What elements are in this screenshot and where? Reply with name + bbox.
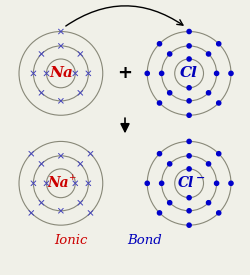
Circle shape: [187, 29, 191, 34]
Circle shape: [206, 162, 211, 166]
Circle shape: [229, 181, 233, 185]
Circle shape: [160, 181, 164, 185]
Circle shape: [187, 44, 191, 48]
Circle shape: [206, 91, 211, 95]
Circle shape: [168, 162, 172, 166]
Text: +: +: [118, 64, 132, 82]
Circle shape: [187, 167, 191, 171]
Circle shape: [168, 91, 172, 95]
Circle shape: [187, 154, 191, 158]
Circle shape: [206, 201, 211, 205]
Circle shape: [158, 42, 162, 46]
Circle shape: [168, 201, 172, 205]
Circle shape: [206, 52, 211, 56]
Circle shape: [214, 181, 219, 185]
Circle shape: [217, 42, 221, 46]
Circle shape: [217, 211, 221, 215]
Text: Cl: Cl: [178, 176, 194, 190]
Text: Bond: Bond: [127, 234, 162, 248]
Text: Ionic: Ionic: [55, 234, 88, 248]
Text: +: +: [68, 173, 76, 182]
Circle shape: [187, 113, 191, 117]
Circle shape: [187, 86, 191, 90]
Circle shape: [158, 152, 162, 156]
Text: Na: Na: [47, 176, 68, 190]
Circle shape: [145, 71, 149, 75]
Circle shape: [214, 71, 219, 75]
Circle shape: [217, 152, 221, 156]
Circle shape: [187, 209, 191, 213]
Circle shape: [158, 211, 162, 215]
Text: −: −: [196, 172, 205, 183]
Circle shape: [145, 181, 149, 185]
Circle shape: [160, 71, 164, 75]
Circle shape: [168, 52, 172, 56]
Circle shape: [187, 196, 191, 200]
Circle shape: [187, 99, 191, 103]
Text: Cl: Cl: [180, 66, 198, 80]
Circle shape: [158, 101, 162, 105]
Circle shape: [187, 139, 191, 144]
Circle shape: [187, 57, 191, 61]
Text: Na: Na: [49, 66, 73, 80]
Circle shape: [229, 71, 233, 75]
Circle shape: [217, 101, 221, 105]
Circle shape: [187, 223, 191, 227]
